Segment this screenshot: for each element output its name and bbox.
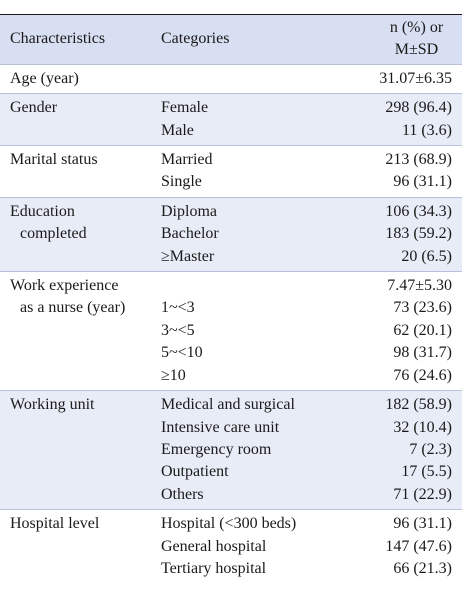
table-body: Age (year) 31.07±6.35 Gender Female Male 29… xyxy=(0,63,462,584)
characteristic-cell-line xyxy=(10,484,161,506)
category-cell-line: General hospital xyxy=(161,537,267,555)
value-cell-line: 11 (3.6) xyxy=(401,121,452,139)
category-cell-line: Emergency room xyxy=(161,440,272,458)
characteristic-cell-line: Age (year) xyxy=(10,69,79,87)
value-cell-line: 147 (47.6) xyxy=(385,537,452,555)
category-cell-line: Others xyxy=(161,485,204,503)
value-cell-line: 182 (58.9) xyxy=(385,396,452,414)
value-cell: 298 (96.4) 11 (3.6) xyxy=(361,97,462,142)
characteristic-cell: Marital status xyxy=(0,149,161,194)
header-characteristics: Characteristics xyxy=(10,30,106,48)
value-cell-line: 183 (59.2) xyxy=(385,225,452,243)
value-cell-line: 73 (23.6) xyxy=(393,299,452,317)
category-cell-line: ≥10 xyxy=(161,366,186,384)
characteristic-cell: Work experience as a nurse (year) xyxy=(0,275,161,387)
category-cell-line: 5~<10 xyxy=(161,344,203,362)
characteristic-cell-line: Education xyxy=(10,202,75,220)
characteristic-cell-line: Working unit xyxy=(10,396,95,414)
category-cell xyxy=(161,68,361,90)
value-cell: 182 (58.9) 32 (10.4) 7 (2.3) 17 (5.5) 71 (22… xyxy=(361,394,462,506)
value-cell-line: 20 (6.5) xyxy=(401,247,452,265)
category-cell-line xyxy=(161,275,361,297)
header-values-line2: M±SD xyxy=(394,41,439,59)
value-cell-line: 213 (68.9) xyxy=(385,151,452,169)
category-cell-line: ≥Master xyxy=(161,247,215,265)
characteristic-cell-line xyxy=(10,120,161,142)
category-cell-line: Diploma xyxy=(161,202,217,220)
category-cell-line: Bachelor xyxy=(161,225,219,243)
category-cell-line: 1~<3 xyxy=(161,299,195,317)
characteristic-cell-line xyxy=(10,439,161,461)
characteristic-cell-line xyxy=(10,365,161,387)
characteristic-cell-line: Hospital level xyxy=(10,515,100,533)
category-cell-line: Intensive care unit xyxy=(161,418,280,436)
characteristic-cell-line xyxy=(10,461,161,483)
value-cell-line: 96 (31.1) xyxy=(393,515,452,533)
category-cell-line: Female xyxy=(161,99,209,117)
category-cell-line: Outpatient xyxy=(161,463,229,481)
table-row: Education completed Diploma Bachelor ≥Maste… xyxy=(0,196,462,272)
category-cell-line: Male xyxy=(161,121,194,139)
table-row: Gender Female Male 298 (96.4) 11 (3.6) xyxy=(0,93,462,146)
category-cell-line: 3~<5 xyxy=(161,321,195,339)
value-cell-line: 32 (10.4) xyxy=(393,418,452,436)
header-categories: Categories xyxy=(161,30,230,48)
characteristic-cell-line: Work experience xyxy=(10,277,119,295)
header-values-line1: n (%) or xyxy=(389,19,444,36)
characteristic-cell-line xyxy=(10,536,161,558)
value-cell: 7.47±5.30 73 (23.6) 62 (20.1) 98 (31.7) 76 (… xyxy=(361,275,462,387)
category-cell-line: Hospital (<300 beds) xyxy=(161,515,297,533)
category-cell: 1~<3 3~<5 5~<10 ≥10 xyxy=(161,275,361,387)
characteristic-cell: Working unit xyxy=(0,394,161,506)
category-cell-line: Tertiary hospital xyxy=(161,559,267,577)
table-header-row: Characteristics Categories n (%) or M±SD xyxy=(0,15,462,64)
characteristic-cell: Age (year) xyxy=(0,68,161,90)
demographics-table: Characteristics Categories n (%) or M±SD… xyxy=(0,14,462,583)
value-cell-line: 66 (21.3) xyxy=(393,559,452,577)
characteristic-cell: Gender xyxy=(0,97,161,142)
category-cell-line: Married xyxy=(161,151,213,169)
table-row: Marital status Married Single 213 (68.9) 96… xyxy=(0,145,462,197)
value-cell-line: 7 (2.3) xyxy=(409,440,452,458)
category-cell-line: Single xyxy=(161,173,202,191)
header-values: n (%) or M±SD xyxy=(361,17,462,62)
characteristic-cell-line: as a nurse (year) xyxy=(20,299,126,317)
category-cell: Medical and surgical Intensive care unit E… xyxy=(161,394,361,506)
characteristic-cell: Education completed xyxy=(0,201,161,268)
value-cell-line: 71 (22.9) xyxy=(393,485,452,503)
table-row: Work experience as a nurse (year) 1~<3 3~<… xyxy=(0,271,462,390)
table-row: Hospital level Hospital (<300 beds) Gener… xyxy=(0,509,462,583)
value-cell-line: 298 (96.4) xyxy=(385,99,452,117)
value-cell: 31.07±6.35 xyxy=(361,68,462,90)
category-cell: Hospital (<300 beds) General hospital Tert… xyxy=(161,513,361,580)
category-cell-line: Medical and surgical xyxy=(161,396,295,414)
characteristic-cell-line xyxy=(10,246,161,268)
characteristic-cell-line xyxy=(10,558,161,580)
characteristic-cell-line: Marital status xyxy=(10,151,98,169)
table-row: Working unit Medical and surgical Intensi… xyxy=(0,390,462,510)
characteristic-cell-line: Gender xyxy=(10,99,58,117)
category-cell: Married Single xyxy=(161,149,361,194)
characteristic-cell-line: completed xyxy=(20,225,87,243)
characteristic-cell-line xyxy=(10,320,161,342)
value-cell-line: 106 (34.3) xyxy=(385,202,452,220)
value-cell-line: 62 (20.1) xyxy=(393,321,452,339)
table-row: Age (year) 31.07±6.35 xyxy=(0,63,462,93)
value-cell-line: 98 (31.7) xyxy=(393,344,452,362)
value-cell-line: 17 (5.5) xyxy=(401,463,452,481)
value-cell: 106 (34.3) 183 (59.2) 20 (6.5) xyxy=(361,201,462,268)
value-cell: 213 (68.9) 96 (31.1) xyxy=(361,149,462,194)
characteristic-cell-line xyxy=(10,171,161,193)
category-cell: Female Male xyxy=(161,97,361,142)
category-cell: Diploma Bachelor ≥Master xyxy=(161,201,361,268)
characteristic-cell-line xyxy=(10,342,161,364)
value-cell: 96 (31.1) 147 (47.6) 66 (21.3) xyxy=(361,513,462,580)
characteristic-cell-line xyxy=(10,417,161,439)
value-cell-line: 76 (24.6) xyxy=(393,366,452,384)
value-cell-line: 7.47±5.30 xyxy=(387,277,452,295)
category-cell-line xyxy=(161,68,361,90)
value-cell-line: 96 (31.1) xyxy=(393,173,452,191)
characteristic-cell: Hospital level xyxy=(0,513,161,580)
value-cell-line: 31.07±6.35 xyxy=(379,69,452,87)
